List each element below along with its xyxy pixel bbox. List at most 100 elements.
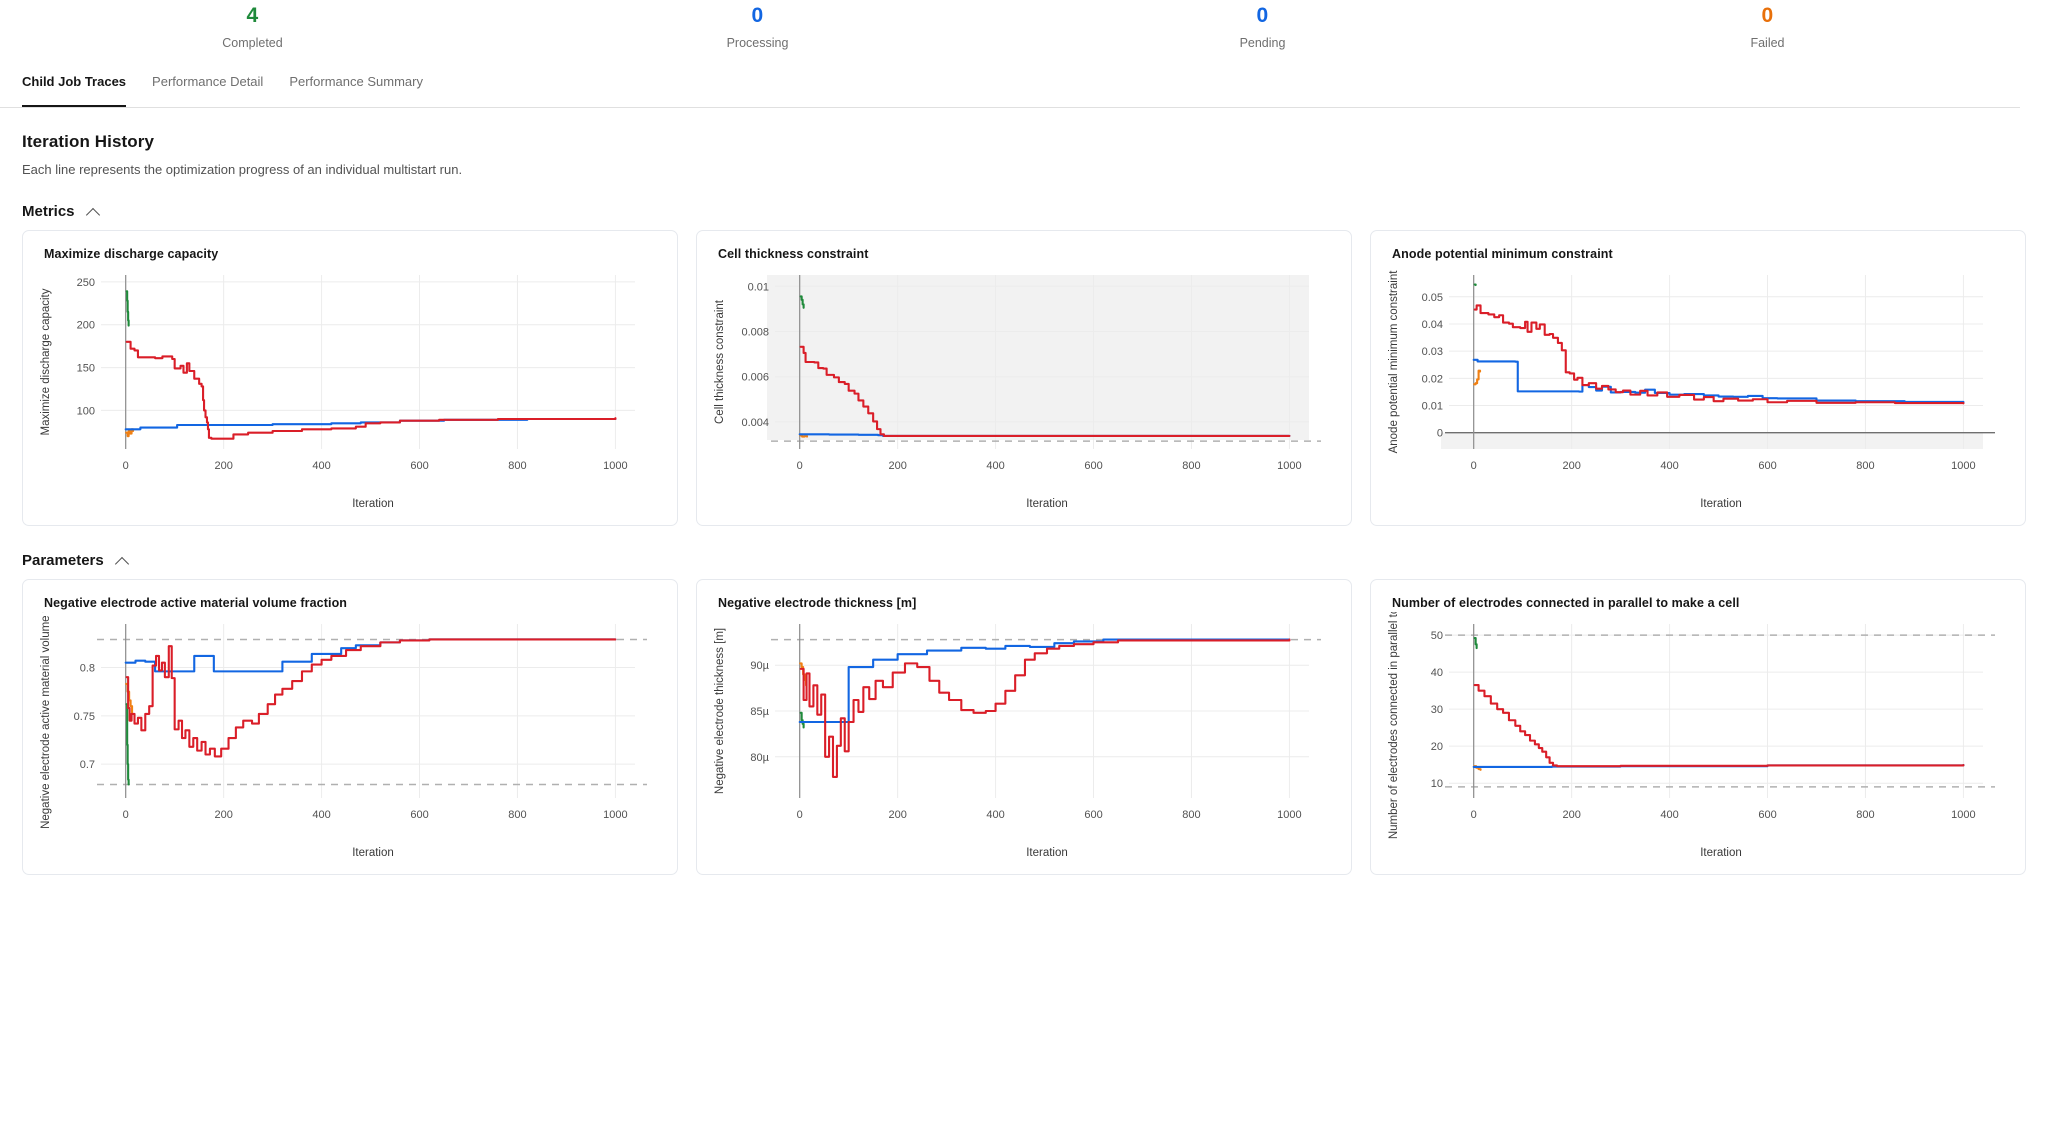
status-failed-label: Failed [1750, 36, 1785, 50]
section-header-parameters[interactable]: Parameters [22, 552, 2048, 569]
svg-text:400: 400 [986, 809, 1004, 821]
plot-area[interactable]: 10 20 30 40 50 0 200 400 600 800 1000 Iteration Numb… [1381, 612, 2011, 862]
tab-child-job-traces[interactable]: Child Job Traces [22, 74, 127, 107]
svg-text:1000: 1000 [1277, 460, 1301, 472]
svg-text:600: 600 [1758, 460, 1776, 472]
chart-card-maximize-discharge-capacity: Maximize discharge capacity 100 150 200 250… [22, 230, 678, 526]
svg-text:Anode potential minimum constr: Anode potential minimum constraint [1388, 270, 1400, 454]
svg-text:Maximize discharge capacity: Maximize discharge capacity [40, 288, 52, 435]
svg-text:200: 200 [214, 809, 232, 821]
svg-text:0.006: 0.006 [741, 372, 769, 384]
svg-text:800: 800 [508, 460, 526, 472]
svg-text:0.03: 0.03 [1422, 346, 1443, 358]
svg-text:20: 20 [1431, 741, 1443, 753]
svg-text:200: 200 [1562, 809, 1580, 821]
svg-text:40: 40 [1431, 667, 1443, 679]
svg-text:1000: 1000 [1951, 809, 1975, 821]
status-pending: 0 Pending [1010, 4, 1515, 50]
chart-title: Negative electrode active material volum… [44, 596, 348, 610]
chart-title: Maximize discharge capacity [44, 247, 219, 261]
svg-text:1000: 1000 [603, 809, 627, 821]
status-processing-label: Processing [726, 36, 789, 50]
tab-performance-detail[interactable]: Performance Detail [152, 74, 264, 89]
svg-text:0: 0 [797, 460, 803, 472]
svg-text:150: 150 [77, 363, 95, 375]
svg-text:100: 100 [77, 405, 95, 417]
svg-text:800: 800 [1182, 809, 1200, 821]
svg-text:0: 0 [1437, 428, 1443, 440]
svg-text:0.75: 0.75 [74, 711, 95, 723]
svg-text:0.7: 0.7 [80, 759, 95, 771]
status-failed: 0 Failed [1515, 4, 2020, 50]
svg-text:600: 600 [410, 460, 428, 472]
svg-text:600: 600 [1758, 809, 1776, 821]
status-completed: 4 Completed [0, 4, 505, 50]
status-pending-count: 0 [1256, 4, 1269, 27]
svg-text:50: 50 [1431, 630, 1443, 642]
status-processing: 0 Processing [505, 4, 1010, 50]
svg-text:200: 200 [77, 320, 95, 332]
svg-text:0.008: 0.008 [741, 326, 769, 338]
svg-text:85µ: 85µ [750, 706, 769, 718]
svg-text:0: 0 [797, 809, 803, 821]
chart-card-negative-electrode-thickness: Negative electrode thickness [m] 80µ 85µ 9… [696, 579, 1352, 875]
svg-text:200: 200 [1562, 460, 1580, 472]
svg-text:1000: 1000 [1277, 809, 1301, 821]
svg-text:800: 800 [1182, 460, 1200, 472]
svg-text:0.04: 0.04 [1422, 319, 1443, 331]
svg-text:400: 400 [312, 809, 330, 821]
plot-area[interactable]: 0 0.01 0.02 0.03 0.04 0.05 0 200 400 600 800 1000 It… [1381, 263, 2011, 513]
svg-text:Iteration: Iteration [1026, 847, 1068, 859]
chart-card-anode-potential-minimum-constraint: Anode potential minimum constraint 0 0.01… [1370, 230, 2026, 526]
svg-text:600: 600 [410, 809, 428, 821]
section-title-metrics: Metrics [22, 203, 75, 220]
plot-area[interactable]: 0.7 0.75 0.8 0 200 400 600 800 1000 Iteration Nega… [33, 612, 663, 862]
status-failed-count: 0 [1761, 4, 1774, 27]
chart-card-cell-thickness-constraint: Cell thickness constraint 0.004 0.006 0.00… [696, 230, 1352, 526]
section-header-metrics[interactable]: Metrics [22, 203, 2048, 220]
status-completed-label: Completed [222, 36, 283, 50]
tab-performance-summary[interactable]: Performance Summary [289, 74, 423, 89]
svg-text:0: 0 [1471, 809, 1477, 821]
svg-text:Cell thickness constraint: Cell thickness constraint [714, 299, 726, 424]
svg-text:600: 600 [1084, 460, 1102, 472]
svg-text:0.004: 0.004 [741, 417, 769, 429]
status-processing-count: 0 [751, 4, 764, 27]
svg-text:200: 200 [888, 460, 906, 472]
svg-text:0.01: 0.01 [1422, 401, 1443, 413]
svg-text:800: 800 [508, 809, 526, 821]
svg-text:0.01: 0.01 [748, 281, 769, 293]
plot-area[interactable]: 80µ 85µ 90µ 0 200 400 600 800 1000 Iteration Negat… [707, 612, 1337, 862]
svg-text:Iteration: Iteration [1700, 498, 1742, 510]
svg-text:400: 400 [986, 460, 1004, 472]
svg-text:Negative electrode thickness [: Negative electrode thickness [m] [714, 628, 726, 794]
chart-title: Anode potential minimum constraint [1392, 247, 1613, 261]
chevron-up-icon[interactable] [87, 205, 101, 219]
svg-text:0.02: 0.02 [1422, 373, 1443, 385]
svg-text:Iteration: Iteration [352, 847, 394, 859]
plot-area[interactable]: 100 150 200 250 0 200 400 600 800 1000 Iteration Ma… [33, 263, 663, 513]
svg-text:0.8: 0.8 [80, 663, 95, 675]
status-completed-count: 4 [246, 4, 259, 27]
svg-text:30: 30 [1431, 704, 1443, 716]
chart-title: Negative electrode thickness [m] [718, 596, 917, 610]
svg-text:250: 250 [77, 277, 95, 289]
chart-title: Number of electrodes connected in parall… [1392, 596, 1740, 610]
svg-text:Iteration: Iteration [352, 498, 394, 510]
svg-text:1000: 1000 [1951, 460, 1975, 472]
svg-text:Iteration: Iteration [1700, 847, 1742, 859]
svg-text:400: 400 [312, 460, 330, 472]
section-title-parameters: Parameters [22, 552, 104, 569]
chart-card-number-of-electrodes-connected-in-parallel: Number of electrodes connected in parall… [1370, 579, 2026, 875]
svg-text:80µ: 80µ [750, 752, 769, 764]
svg-text:Negative electrode active mate: Negative electrode active material volum… [40, 612, 52, 829]
chevron-up-icon[interactable] [116, 554, 130, 568]
plot-area[interactable]: 0.004 0.006 0.008 0.01 0 200 400 600 800 1000 Iter… [707, 263, 1337, 513]
svg-text:200: 200 [214, 460, 232, 472]
svg-text:200: 200 [888, 809, 906, 821]
svg-text:10: 10 [1431, 778, 1443, 790]
svg-text:90µ: 90µ [750, 660, 769, 672]
svg-text:0: 0 [123, 809, 129, 821]
svg-text:1000: 1000 [603, 460, 627, 472]
svg-text:0: 0 [1471, 460, 1477, 472]
